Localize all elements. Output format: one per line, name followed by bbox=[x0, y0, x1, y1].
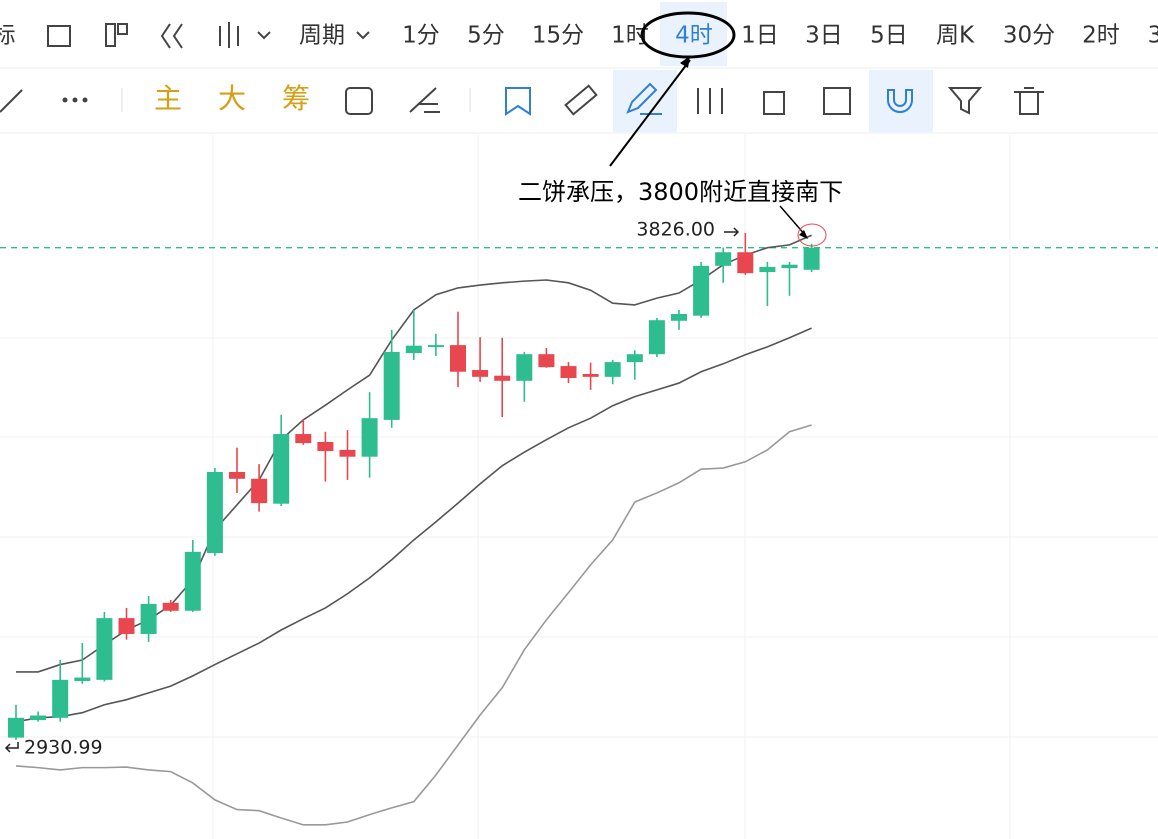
icon-magnet[interactable] bbox=[887, 89, 913, 113]
high-label: 3826.00 bbox=[636, 219, 715, 241]
highlight-circle bbox=[797, 223, 827, 247]
label-arrow bbox=[4, 742, 19, 753]
icon-ruler[interactable] bbox=[564, 84, 598, 116]
candle-body bbox=[427, 345, 444, 348]
candle-body bbox=[8, 717, 24, 738]
candle-body bbox=[671, 313, 687, 321]
candle-body bbox=[648, 320, 665, 355]
period[interactable]: 2时 bbox=[1082, 23, 1120, 49]
candle-body bbox=[339, 449, 356, 457]
candle-body bbox=[30, 715, 47, 721]
highlight-circle bbox=[640, 11, 736, 59]
icon-sync[interactable] bbox=[345, 87, 373, 115]
tool[interactable]: 大 bbox=[218, 82, 246, 115]
candle-body bbox=[759, 266, 776, 273]
candle-body bbox=[516, 354, 533, 381]
candle-body bbox=[781, 264, 798, 269]
low-label: 2930.99 bbox=[24, 737, 103, 759]
icon-more[interactable] bbox=[72, 97, 78, 103]
toolbar-top bbox=[0, 0, 1158, 68]
band-line bbox=[16, 234, 812, 673]
candle-body bbox=[184, 551, 201, 611]
active-tool-bg bbox=[869, 70, 933, 132]
icon-pen[interactable] bbox=[626, 82, 662, 115]
plot bbox=[0, 232, 1158, 826]
arrowhead bbox=[799, 230, 808, 239]
tool[interactable]: 筹 bbox=[282, 82, 310, 115]
arrow bbox=[779, 205, 807, 237]
candle-body bbox=[162, 602, 179, 611]
icon-dropdown[interactable] bbox=[356, 31, 370, 40]
icon-layout[interactable] bbox=[47, 25, 71, 47]
band-line bbox=[15, 327, 812, 723]
tool[interactable]: 主 bbox=[154, 82, 182, 115]
candle-body bbox=[251, 478, 268, 504]
icon-trash[interactable] bbox=[1014, 87, 1044, 115]
candle-body bbox=[140, 603, 157, 634]
icon-more[interactable] bbox=[62, 97, 68, 103]
candle-body bbox=[450, 345, 466, 372]
arrow bbox=[609, 59, 691, 167]
candle-body bbox=[52, 679, 69, 718]
icon-candles[interactable] bbox=[697, 88, 723, 114]
candle-body bbox=[604, 362, 621, 377]
candle-body bbox=[96, 618, 113, 680]
icon-split[interactable] bbox=[117, 23, 128, 35]
icon-split[interactable] bbox=[105, 23, 116, 47]
period[interactable]: 5分 bbox=[467, 23, 505, 49]
menu-item[interactable]: 周期 bbox=[299, 23, 345, 49]
icon-note[interactable] bbox=[823, 87, 851, 115]
candle-body bbox=[472, 370, 489, 377]
band-line bbox=[15, 424, 812, 826]
candle-body bbox=[737, 252, 754, 274]
icon-more[interactable] bbox=[82, 97, 88, 103]
candle-body bbox=[538, 354, 555, 368]
candle-body bbox=[361, 418, 378, 457]
candle-body bbox=[626, 354, 643, 363]
period[interactable]: 周K bbox=[936, 23, 975, 49]
grid bbox=[0, 135, 1158, 839]
candle-body bbox=[494, 375, 511, 381]
candle-body bbox=[560, 366, 577, 378]
candle-body bbox=[693, 265, 710, 316]
menu-item[interactable]: 标 bbox=[0, 23, 16, 49]
candle-body bbox=[273, 434, 290, 504]
candle-body bbox=[118, 618, 135, 634]
icon-candle[interactable] bbox=[219, 22, 271, 48]
candle-body bbox=[295, 434, 312, 444]
candle-body bbox=[715, 252, 732, 266]
candle-body bbox=[383, 351, 400, 420]
icon-box[interactable] bbox=[763, 91, 785, 115]
period[interactable]: 1日 bbox=[741, 23, 779, 49]
candle-body bbox=[582, 374, 599, 377]
candle-body bbox=[229, 471, 245, 479]
icon-line[interactable] bbox=[0, 89, 23, 113]
period[interactable]: 1分 bbox=[402, 23, 440, 49]
candle-body bbox=[317, 441, 334, 452]
icon-bookmark[interactable] bbox=[505, 87, 531, 116]
period[interactable]: 30分 bbox=[1003, 23, 1055, 49]
candle-body bbox=[803, 247, 820, 270]
candle-body bbox=[74, 677, 91, 681]
icon-measure[interactable] bbox=[409, 87, 440, 113]
annotation: 二饼承压，3800附近直接南下 bbox=[518, 178, 843, 206]
period[interactable]: 3 bbox=[1148, 23, 1158, 49]
period[interactable]: 5日 bbox=[870, 23, 908, 49]
period-active[interactable]: 4时 bbox=[675, 23, 713, 49]
period[interactable]: 15分 bbox=[532, 23, 584, 49]
icon-filter[interactable] bbox=[947, 87, 983, 115]
icon-back[interactable] bbox=[160, 23, 183, 49]
label-arrow bbox=[724, 227, 740, 237]
period[interactable]: 3日 bbox=[805, 23, 843, 49]
arrowhead bbox=[680, 56, 690, 68]
candle-body bbox=[405, 345, 422, 354]
candle-body bbox=[206, 471, 223, 553]
